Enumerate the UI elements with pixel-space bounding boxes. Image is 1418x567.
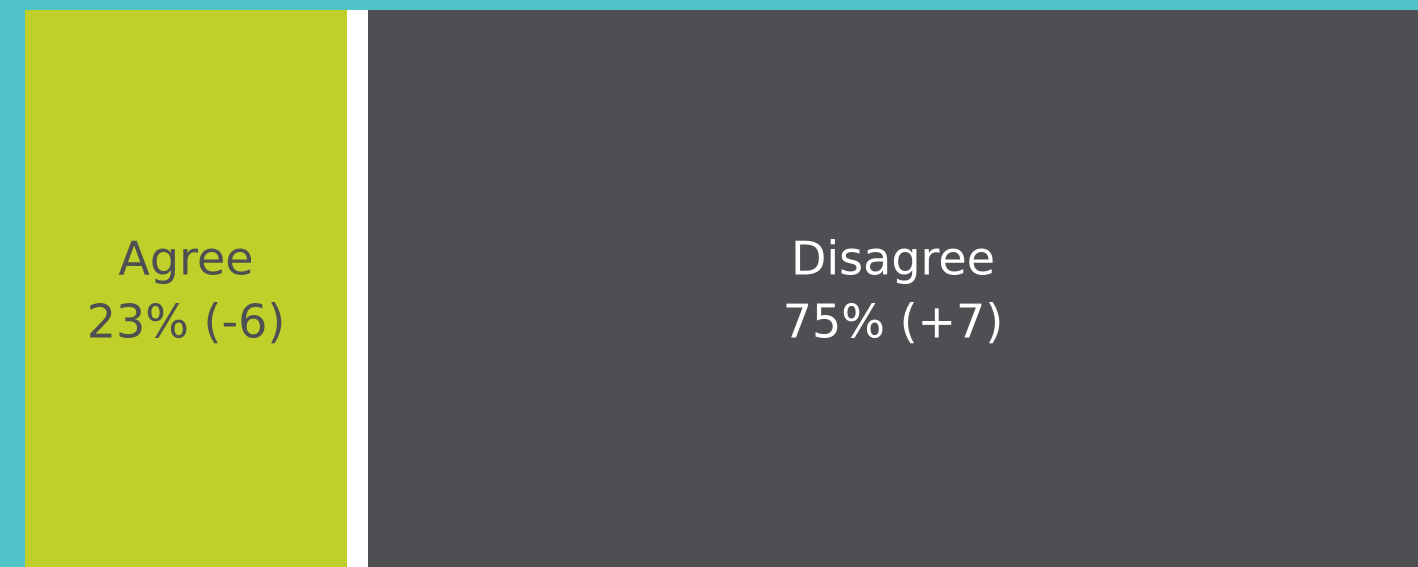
segment xyxy=(25,10,347,567)
segment-label: Agree xyxy=(118,232,253,286)
segment xyxy=(368,10,1418,567)
value-label: 75% (+7) xyxy=(783,295,1004,349)
segment-label: Disagree xyxy=(791,232,995,286)
value-label: 23% (-6) xyxy=(87,295,286,349)
